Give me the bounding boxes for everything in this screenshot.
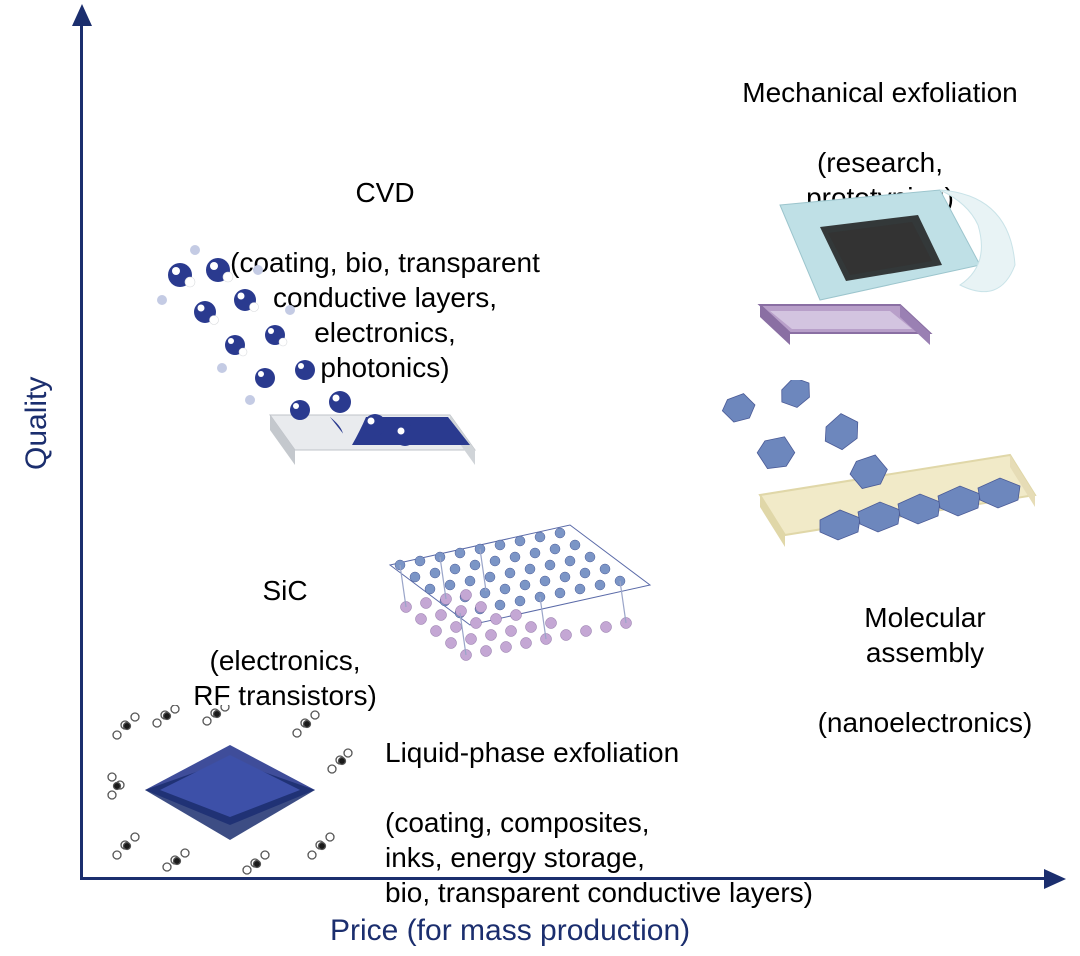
sic-illustration <box>370 505 670 685</box>
molecular-assembly-icon <box>710 380 1040 570</box>
tape-peel-icon <box>720 185 1020 365</box>
mechanical-illustration <box>720 185 1020 365</box>
cvd-title: CVD <box>355 177 414 208</box>
sic-title: SiC <box>262 575 307 606</box>
cvd-deposition-icon <box>150 240 500 490</box>
liquid-title: Liquid-phase exfoliation <box>385 737 679 768</box>
cvd-illustration <box>150 240 500 490</box>
molecular-title: Molecular assembly <box>864 602 985 668</box>
y-axis-line <box>80 10 83 880</box>
quality-vs-price-chart: Mechanical exfoliation (research, protot… <box>80 10 1060 890</box>
liquid-label: Liquid-phase exfoliation (coating, compo… <box>385 700 905 910</box>
x-axis-arrowhead <box>1044 869 1066 889</box>
sic-subtitle: (electronics, RF transistors) <box>193 645 377 711</box>
x-axis-label: Price (for mass production) <box>330 914 690 948</box>
y-axis-arrowhead <box>72 4 92 26</box>
molecular-illustration <box>710 380 1040 570</box>
liquid-exfoliation-icon <box>105 705 355 875</box>
liquid-illustration <box>105 705 355 875</box>
mechanical-title: Mechanical exfoliation <box>742 77 1018 108</box>
y-axis-label: Quality <box>20 377 54 470</box>
liquid-subtitle: (coating, composites, inks, energy stora… <box>385 807 813 908</box>
sic-label: SiC (electronics, RF transistors) <box>175 538 395 713</box>
sic-lattice-icon <box>370 505 670 685</box>
